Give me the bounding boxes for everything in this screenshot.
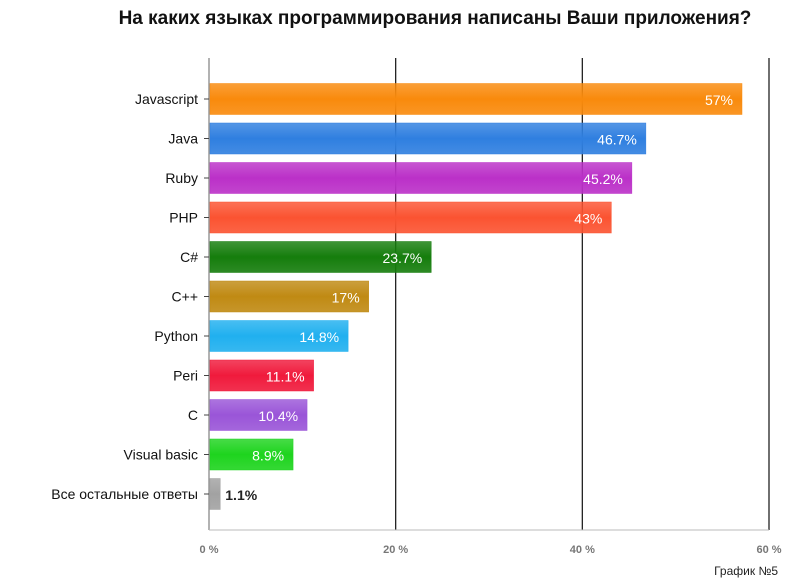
chart-caption: График №5 bbox=[714, 564, 778, 578]
bar-0 bbox=[209, 83, 743, 115]
value-label: 57% bbox=[705, 92, 733, 108]
bar-1 bbox=[209, 122, 647, 155]
bar-3 bbox=[209, 201, 612, 234]
bar-8 bbox=[209, 399, 308, 431]
x-tick-layer: 0 % 20 % 40 % 60 % bbox=[200, 544, 782, 556]
value-label: 23.7% bbox=[382, 250, 422, 266]
bar-2 bbox=[209, 162, 633, 194]
category-label: Javascript bbox=[135, 91, 198, 107]
bar-4 bbox=[209, 241, 432, 273]
category-label: PHP bbox=[169, 210, 198, 226]
category-label: Ruby bbox=[165, 170, 198, 186]
category-label: C# bbox=[180, 249, 198, 265]
value-label: 10.4% bbox=[258, 408, 298, 424]
value-label: 11.1% bbox=[266, 369, 305, 385]
value-label: 46.7% bbox=[597, 132, 637, 148]
bar-7 bbox=[209, 359, 314, 392]
category-label: Все остальные ответы bbox=[51, 486, 198, 502]
x-tick-label: 40 % bbox=[570, 544, 595, 556]
bar-9 bbox=[209, 438, 294, 471]
category-label: C++ bbox=[172, 289, 198, 305]
x-tick-label: 60 % bbox=[756, 544, 781, 556]
category-label: Java bbox=[168, 131, 198, 147]
category-label: Peri bbox=[173, 368, 198, 384]
value-label: 43% bbox=[574, 211, 602, 227]
value-label: 45.2% bbox=[583, 171, 623, 187]
bar-layer bbox=[209, 83, 743, 510]
bar-10 bbox=[209, 478, 221, 510]
chart-title: На каких языках программирования написан… bbox=[118, 8, 752, 29]
bar-6 bbox=[209, 320, 349, 352]
value-label: 17% bbox=[332, 290, 360, 306]
x-tick-label: 0 % bbox=[200, 544, 219, 556]
value-label: 8.9% bbox=[252, 448, 284, 464]
bar-5 bbox=[209, 280, 369, 313]
category-label: C bbox=[188, 407, 198, 423]
value-label: 14.8% bbox=[299, 329, 339, 345]
category-label-layer: Javascript 57% Java 46.7% Ruby 45.2% PHP 43% C# 2… bbox=[51, 91, 733, 503]
x-tick-label: 20 % bbox=[383, 544, 408, 556]
category-label: Visual basic bbox=[124, 447, 198, 463]
value-label: 1.1% bbox=[225, 487, 257, 503]
category-label: Python bbox=[154, 328, 198, 344]
